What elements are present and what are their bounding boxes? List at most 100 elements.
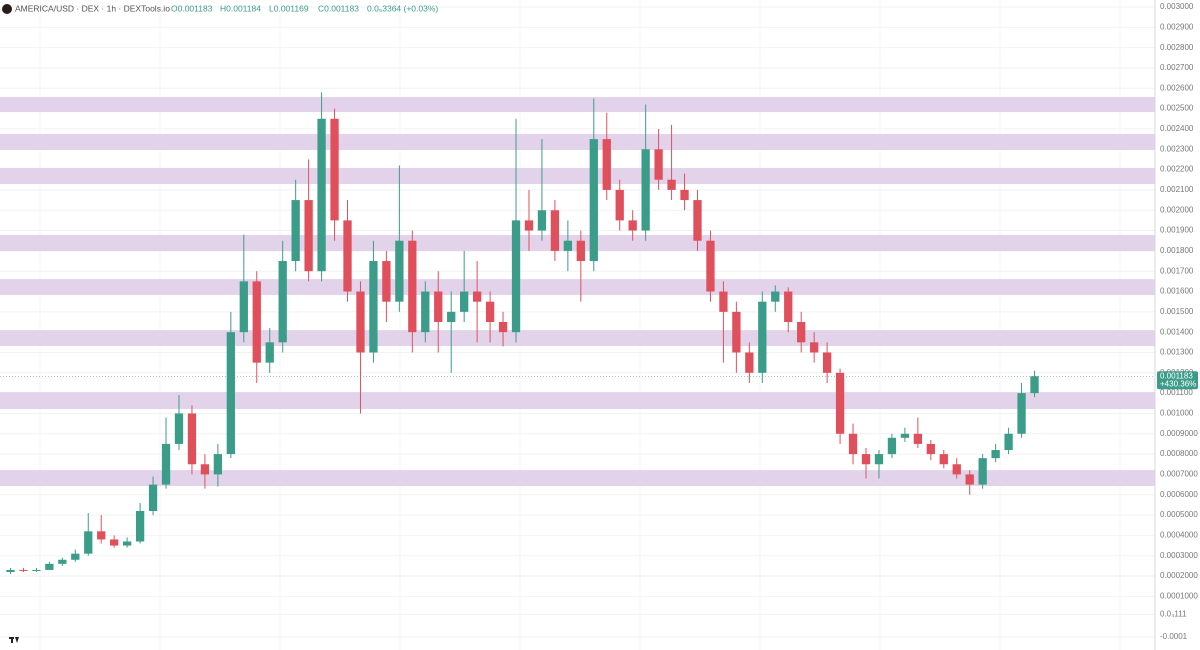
candle-body [213, 454, 223, 475]
candle-body [265, 342, 274, 363]
zone [0, 279, 1155, 295]
candle-body [550, 210, 560, 251]
y-tick-label: 0.002200 [1160, 165, 1194, 174]
candle-body [758, 301, 767, 373]
candle-body [1017, 393, 1026, 434]
candle-body [797, 322, 806, 343]
price-axis: 0.003000 0.002900 0.002800 0.002700 0.002600… [1160, 2, 1198, 641]
candle-body [900, 433, 910, 438]
y-tick-label: 0.0001000 [1160, 591, 1198, 600]
symbol: AMERICA/USD · DEX · 1h · DEXTools.io [15, 3, 170, 13]
last-price-box [1157, 371, 1198, 390]
candle-body [447, 311, 456, 322]
candle-body [926, 443, 935, 455]
price-axis-panel [1155, 0, 1200, 650]
ohlc-change: 0.0₅3364 (+0.03%) [367, 3, 438, 13]
zone [0, 134, 1155, 151]
zones [0, 97, 1155, 487]
candle-body [978, 458, 987, 485]
y-tick-label: 0.001700 [1160, 266, 1194, 275]
candle-body [200, 464, 210, 475]
y-tick-label: 0.0006000 [1160, 490, 1198, 499]
candle-body [6, 569, 15, 572]
candle-body [485, 301, 495, 322]
y-tick-label: -0.0001 [1160, 632, 1188, 641]
y-tick-label: 0.002100 [1160, 185, 1194, 194]
candle-body [745, 352, 754, 373]
y-tick-label: 0.0007000 [1160, 470, 1198, 479]
candle-body [861, 454, 871, 465]
tv-logo [9, 637, 19, 643]
candle-body [19, 569, 28, 571]
y-tick-label: 0.001500 [1160, 307, 1194, 316]
y-tick-label: 0.001300 [1160, 348, 1194, 357]
candle-body [602, 139, 611, 190]
y-tick-label: 0.002700 [1160, 63, 1194, 72]
y-tick-label: 0.001000 [1160, 409, 1194, 418]
candle-body [913, 433, 923, 444]
last-price-label: 0.001183 [1160, 371, 1193, 380]
candle-body [472, 291, 482, 302]
y-tick-label: 0.001400 [1160, 327, 1194, 336]
candle-body [291, 200, 300, 262]
candle-body [382, 261, 391, 302]
candle-body [835, 372, 845, 434]
candle-body [563, 240, 573, 251]
y-tick-label: 0.0₄111 [1160, 610, 1187, 619]
candle-body [330, 118, 339, 221]
token-icon [2, 4, 12, 14]
candle-body [84, 531, 93, 554]
candle-body [356, 291, 365, 353]
candle-body [589, 139, 598, 262]
y-tick-label: 0.001800 [1160, 246, 1194, 255]
candle-body [822, 352, 832, 373]
zone [0, 330, 1155, 346]
candle-body [887, 437, 897, 455]
candle-body [641, 149, 650, 231]
candle-body [226, 332, 235, 455]
zone [0, 392, 1155, 409]
candle-body [174, 413, 184, 444]
candle-body [122, 541, 132, 546]
candle-body [615, 189, 624, 221]
candle-body [45, 563, 54, 570]
candle-body [991, 450, 1000, 459]
y-tick-label: 0.003000 [1160, 2, 1194, 11]
ohlc-high: H0.001184 [220, 3, 261, 13]
candle-body [628, 220, 637, 231]
candle-body [278, 261, 287, 343]
candle-body [187, 413, 197, 465]
y-tick-label: 0.0002000 [1160, 571, 1198, 580]
candle-body [148, 484, 158, 511]
candle-body [719, 291, 728, 312]
candle-body [667, 179, 676, 190]
zone [0, 167, 1155, 185]
candle-body [848, 433, 858, 455]
y-tick-label: 0.0004000 [1160, 530, 1198, 539]
candle-body [58, 559, 67, 564]
candle-body [706, 240, 715, 292]
y-tick-label: 0.002600 [1160, 83, 1194, 92]
candle-body [110, 539, 119, 546]
candle-body [498, 322, 508, 333]
candle-body [732, 311, 741, 353]
y-tick-label: 0.002000 [1160, 205, 1194, 214]
y-tick-label: 0.0008000 [1160, 449, 1198, 458]
y-tick-label: 0.002800 [1160, 43, 1194, 52]
candle-body [71, 553, 80, 560]
ohlc-open: O0.001183 [171, 3, 213, 13]
y-tick-label: 0.001100 [1160, 388, 1193, 397]
candle-body [434, 291, 443, 322]
candle-body [680, 189, 689, 201]
candle-body [1004, 433, 1013, 451]
candle-body [460, 291, 469, 312]
candle-body [161, 443, 171, 485]
y-tick-label: 0.0005000 [1160, 510, 1198, 519]
candle-body [32, 569, 41, 571]
candle-body [874, 454, 884, 465]
candle-body [239, 281, 248, 333]
candle-body [252, 281, 261, 363]
ohlc-low: L0.001169 [269, 3, 309, 13]
candle-body [1030, 376, 1039, 394]
